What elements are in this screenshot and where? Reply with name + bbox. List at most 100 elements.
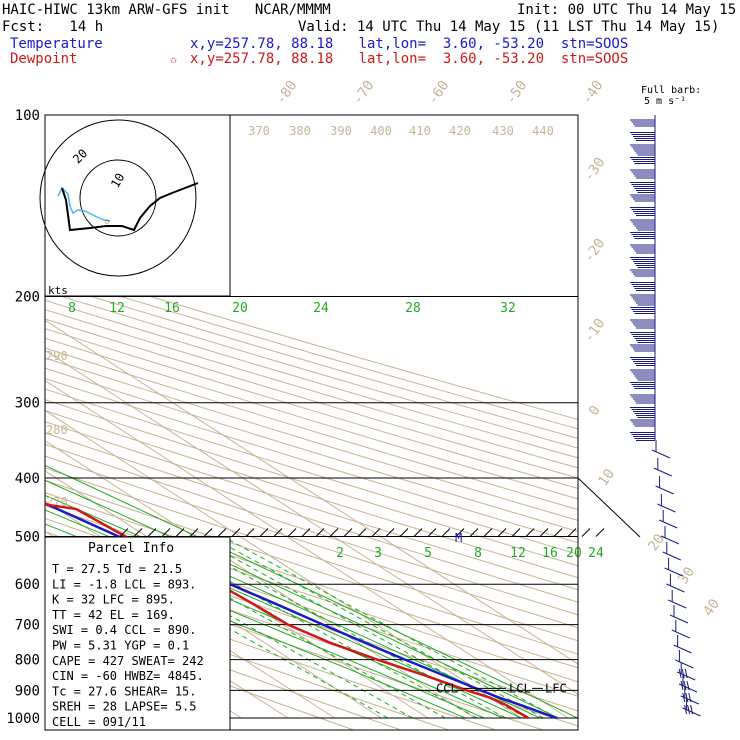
hatch-mark	[455, 528, 465, 537]
hatch-mark	[483, 528, 493, 537]
hatch-mark	[595, 528, 605, 537]
wind-barb-panel: Full barb: 5 m s⁻¹	[630, 85, 701, 717]
isotherm-label: -40	[579, 78, 607, 108]
isotherm-line	[45, 319, 578, 665]
hatch-mark	[259, 528, 269, 537]
hatch-mark	[525, 528, 535, 537]
dry-adiabat-line	[45, 272, 578, 430]
hatch-mark	[399, 528, 409, 537]
isotherm-label: 40	[700, 596, 723, 619]
pressure-tick-label: 600	[15, 577, 40, 593]
mixing-ratio-label: 20	[566, 546, 582, 561]
parcel-info-row: Tc = 27.6 SHEAR= 15.	[52, 684, 197, 698]
hatch-mark	[119, 528, 129, 537]
hatch-mark	[287, 528, 297, 537]
isotherm-label: -70	[350, 78, 378, 108]
parcel-info-row: CAPE = 427 SWEAT= 242	[52, 654, 204, 668]
dry-adiabat-line	[45, 467, 578, 642]
theta-label: 370	[248, 124, 270, 138]
init-time: Init: 00 UTC Thu 14 May 15	[517, 2, 737, 18]
wind-barb	[675, 659, 694, 669]
dry-adiabat-line	[45, 309, 578, 469]
isotherm-label: 10	[595, 466, 618, 489]
dry-adiabat-line	[45, 337, 578, 500]
hatch-mark	[315, 528, 325, 537]
wind-barb-flag	[690, 704, 694, 715]
isotherm-label: -60	[425, 78, 453, 108]
isotherm-line	[45, 349, 578, 695]
hatch-mark	[217, 528, 227, 537]
mixing-ratio-label: 12	[510, 546, 526, 561]
moist-adiabat-label: 16	[164, 301, 180, 316]
hodograph-ring-outer	[39, 119, 197, 277]
hatch-mark	[231, 528, 241, 537]
dry-adiabat-line	[45, 492, 578, 669]
dry-adiabat-line	[45, 443, 578, 616]
pressure-tick-label: 800	[15, 653, 40, 669]
wind-barb	[669, 614, 689, 624]
hatch-mark	[511, 528, 521, 537]
dry-adiabat-line	[45, 347, 578, 511]
hodograph-ring-inner	[79, 159, 157, 237]
hatch-mark	[175, 528, 185, 537]
dry-adiabat-line	[45, 357, 578, 521]
wind-barb-flag	[683, 680, 687, 691]
wind-barb-legend-units: 5 m s⁻¹	[644, 96, 686, 107]
theta-label: 400	[370, 124, 392, 138]
wind-barb-flag	[687, 704, 691, 715]
moist-adiabat-label: 12	[109, 301, 125, 316]
wind-barb-flag	[682, 692, 686, 703]
parcel-info-row: T = 27.5 Td = 21.5	[52, 562, 182, 576]
mixing-ratio-label: 24	[588, 546, 604, 561]
theta-label: 430	[492, 124, 514, 138]
parcel-info-row: SWI = 0.4 CCL = 890.	[52, 623, 197, 637]
wind-barb	[657, 503, 676, 513]
hatch-mark	[469, 528, 479, 537]
wind-barb	[666, 583, 685, 593]
wind-barb	[651, 449, 671, 459]
dry-adiabat-line	[45, 299, 578, 459]
moist-adiabat-line	[45, 464, 578, 719]
pressure-tick-label: 300	[15, 396, 40, 412]
hodograph-trace-upper	[57, 186, 111, 222]
mixing-ratio-line	[175, 536, 506, 719]
hatch-mark	[427, 528, 437, 537]
hatch-mark	[497, 528, 507, 537]
dry-adiabat-line	[45, 290, 578, 449]
pressure-tick-label: 400	[15, 471, 40, 487]
hatch-mark	[581, 528, 591, 537]
hatch-mark	[441, 528, 451, 537]
isotherm-label: -50	[503, 78, 531, 108]
mixing-ratio-label: 2	[336, 546, 344, 561]
hatch-mark	[371, 528, 381, 537]
theta-label: 410	[409, 124, 431, 138]
mixing-ratio-line	[222, 536, 558, 719]
parcel-info-row: CIN = -60 HWBZ= 4845.	[52, 669, 204, 683]
isotherm-label: 30	[675, 564, 698, 587]
wind-barb-legend-label: Full barb:	[641, 85, 701, 96]
hatch-mark	[203, 528, 213, 537]
theta-label: 280	[46, 423, 68, 437]
dry-adiabat-line	[45, 455, 578, 629]
moist-adiabat-label: 24	[313, 301, 329, 316]
wind-barb	[671, 629, 691, 639]
hatch-mark	[413, 528, 423, 537]
forecast-hour: Fcst: 14 h	[2, 19, 104, 35]
mixing-ratio-label: 8	[474, 546, 482, 561]
dry-adiabat-line	[45, 264, 578, 421]
wind-barb	[664, 567, 683, 577]
isotherm-label: -80	[273, 78, 301, 108]
theta-label: 290	[46, 349, 68, 363]
wind-barb	[655, 485, 674, 495]
pressure-tick-label: 1000	[6, 711, 40, 727]
wind-barb-flag	[684, 668, 688, 679]
dewpoint-marker-icon: ✩	[170, 52, 178, 66]
valid-time: Valid: 14 UTC Thu 14 May 15 (11 LST Thu …	[298, 19, 720, 35]
hatch-mark	[273, 528, 283, 537]
hatch-mark	[539, 528, 549, 537]
parcel-info-row: SREH = 28 LAPSE= 5.5	[52, 700, 197, 714]
wind-barb	[653, 467, 673, 477]
wind-barb	[662, 551, 682, 561]
hatch-mark	[161, 528, 171, 537]
hodograph-trace	[61, 182, 199, 232]
